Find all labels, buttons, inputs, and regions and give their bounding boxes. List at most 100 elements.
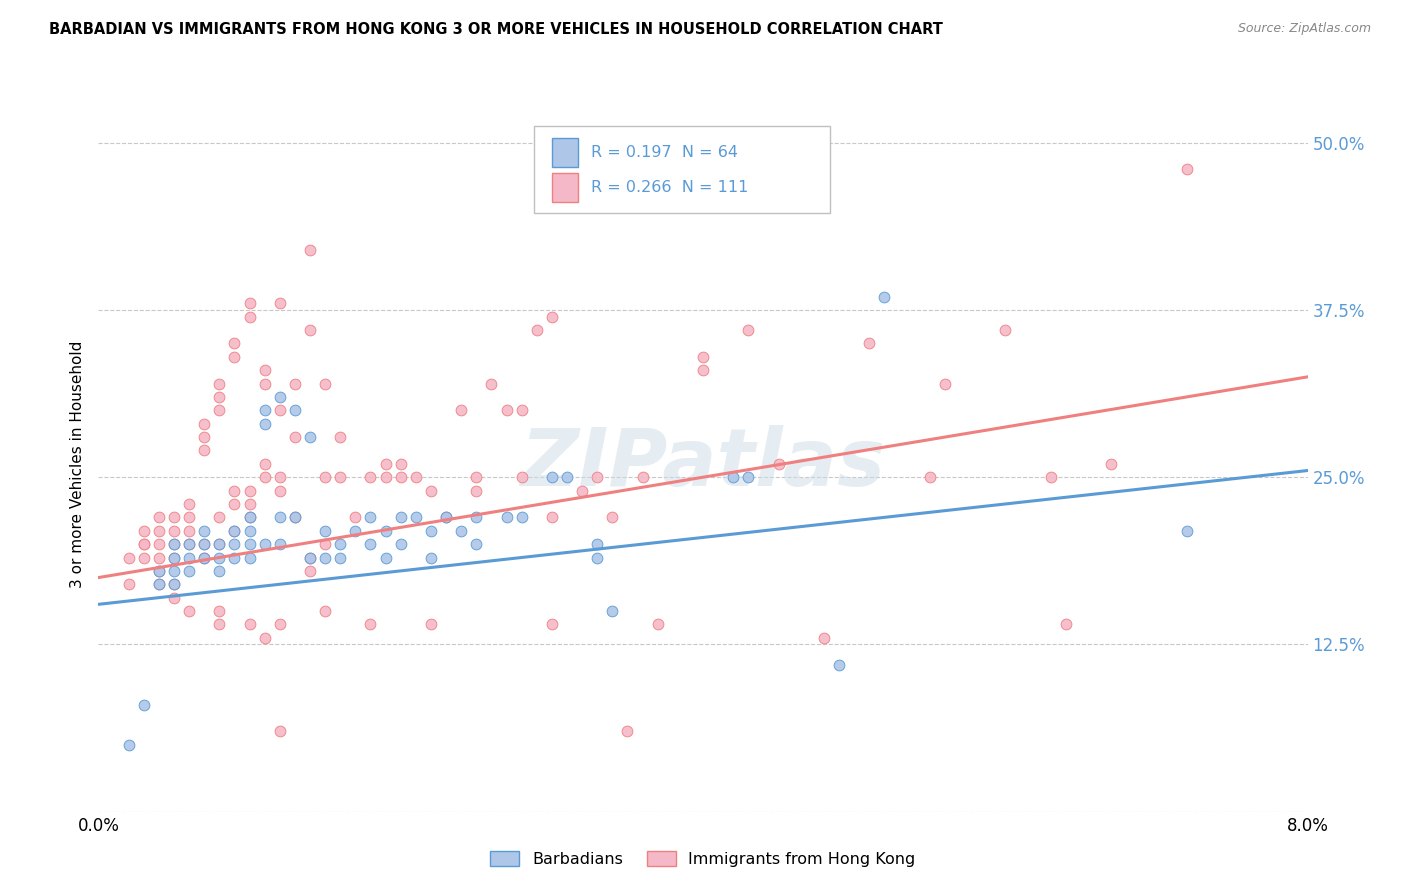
Point <box>193 537 215 551</box>
Point <box>224 350 246 364</box>
Point <box>813 631 835 645</box>
Y-axis label: 3 or more Vehicles in Household: 3 or more Vehicles in Household <box>70 340 86 588</box>
Point <box>510 470 533 484</box>
Point <box>269 617 291 632</box>
Point <box>208 376 231 391</box>
Point <box>858 336 880 351</box>
Point <box>737 323 759 337</box>
Point <box>253 631 276 645</box>
Point <box>239 617 262 632</box>
Point <box>239 510 262 524</box>
Point <box>253 470 276 484</box>
Text: R = 0.266  N = 111: R = 0.266 N = 111 <box>591 180 748 195</box>
Point <box>314 376 336 391</box>
Point <box>586 550 609 565</box>
Point <box>163 510 186 524</box>
Point <box>239 497 262 511</box>
Point <box>208 564 231 578</box>
Point <box>329 470 352 484</box>
Point <box>239 550 262 565</box>
Point <box>360 510 382 524</box>
Point <box>405 470 427 484</box>
Point <box>314 604 336 618</box>
Point <box>163 591 186 605</box>
Point <box>132 550 155 565</box>
Point <box>314 470 336 484</box>
Point <box>723 470 745 484</box>
FancyBboxPatch shape <box>534 127 830 213</box>
Point <box>163 524 186 538</box>
Point <box>163 577 186 591</box>
Point <box>873 290 896 304</box>
Point <box>148 564 170 578</box>
Point <box>148 564 170 578</box>
Point <box>253 403 276 417</box>
Point <box>193 430 215 444</box>
Point <box>148 577 170 591</box>
Point <box>163 564 186 578</box>
Point <box>465 483 488 498</box>
Point <box>495 510 517 524</box>
Point <box>299 564 322 578</box>
Point <box>269 510 291 524</box>
Point <box>208 403 231 417</box>
Point <box>994 323 1017 337</box>
Point <box>360 537 382 551</box>
Point <box>450 524 472 538</box>
Point <box>344 510 367 524</box>
Point <box>224 524 246 538</box>
Point <box>555 470 578 484</box>
Point <box>374 524 396 538</box>
Point <box>314 550 336 565</box>
Point <box>692 363 714 377</box>
Point <box>329 430 352 444</box>
Point <box>389 537 412 551</box>
Point <box>224 537 246 551</box>
Point <box>420 483 443 498</box>
Point <box>374 470 396 484</box>
Point <box>224 336 246 351</box>
Point <box>329 537 352 551</box>
Point <box>269 403 291 417</box>
Point <box>208 604 231 618</box>
Point <box>434 510 457 524</box>
Point <box>481 376 503 391</box>
Point <box>541 510 564 524</box>
Point <box>193 524 215 538</box>
Point <box>647 617 669 632</box>
Point <box>269 724 291 739</box>
Point <box>299 550 322 565</box>
Point <box>692 350 714 364</box>
Point <box>193 550 215 565</box>
Point <box>616 724 638 739</box>
Point <box>405 510 427 524</box>
Point <box>389 510 412 524</box>
Point <box>571 483 593 498</box>
Point <box>934 376 956 391</box>
Point <box>269 537 291 551</box>
Point <box>314 537 336 551</box>
Point <box>253 457 276 471</box>
Point <box>163 537 186 551</box>
Point <box>208 550 231 565</box>
Point <box>586 470 609 484</box>
Point <box>179 524 201 538</box>
Legend: Barbadians, Immigrants from Hong Kong: Barbadians, Immigrants from Hong Kong <box>482 844 924 875</box>
Point <box>179 550 201 565</box>
Point <box>541 470 564 484</box>
Point <box>239 510 262 524</box>
Point <box>586 537 609 551</box>
Point <box>148 510 170 524</box>
Point <box>193 537 215 551</box>
Point <box>132 524 155 538</box>
Point <box>465 470 488 484</box>
Point <box>163 577 186 591</box>
Point <box>269 296 291 310</box>
Point <box>299 323 322 337</box>
Point <box>510 403 533 417</box>
Point <box>239 296 262 310</box>
Point <box>631 470 654 484</box>
Point <box>132 537 155 551</box>
Point <box>374 550 396 565</box>
Point <box>132 698 155 712</box>
